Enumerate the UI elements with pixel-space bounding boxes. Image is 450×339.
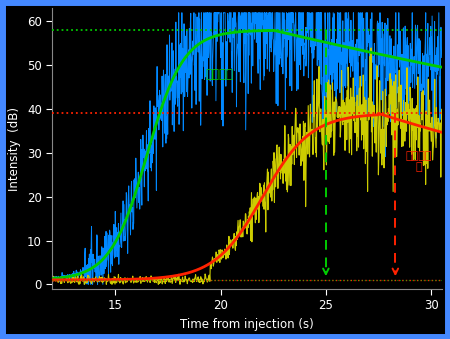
Text: プラーク
内: プラーク 内 (406, 151, 432, 173)
X-axis label: Time from injection (s): Time from injection (s) (180, 318, 314, 331)
Y-axis label: Intensity  (dB): Intensity (dB) (9, 106, 21, 191)
Text: 血管腔内: 血管腔内 (206, 68, 234, 81)
